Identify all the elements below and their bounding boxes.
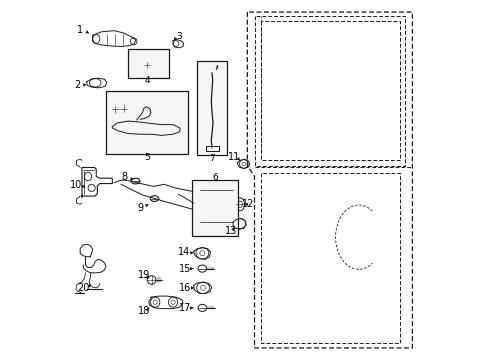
Text: 7: 7	[209, 154, 214, 163]
Text: 6: 6	[211, 173, 217, 182]
Text: 14: 14	[178, 247, 190, 257]
Text: 18: 18	[137, 306, 150, 316]
Text: 10: 10	[70, 180, 82, 190]
Text: 20: 20	[77, 283, 89, 293]
Text: 11: 11	[228, 152, 240, 162]
Text: 2: 2	[74, 80, 81, 90]
FancyBboxPatch shape	[128, 49, 169, 78]
Text: 15: 15	[178, 264, 191, 274]
FancyBboxPatch shape	[192, 180, 237, 237]
Text: 8: 8	[122, 172, 128, 182]
Text: 1: 1	[77, 25, 83, 35]
Text: 5: 5	[144, 153, 150, 162]
FancyBboxPatch shape	[106, 91, 188, 154]
Text: 16: 16	[178, 283, 191, 293]
Text: 3: 3	[176, 32, 182, 41]
FancyBboxPatch shape	[197, 62, 226, 155]
Text: 9: 9	[138, 203, 143, 213]
Text: 17: 17	[178, 303, 191, 313]
Text: 13: 13	[224, 226, 237, 236]
Text: 4: 4	[144, 76, 150, 85]
Text: 19: 19	[137, 270, 150, 280]
Text: 12: 12	[242, 199, 254, 209]
